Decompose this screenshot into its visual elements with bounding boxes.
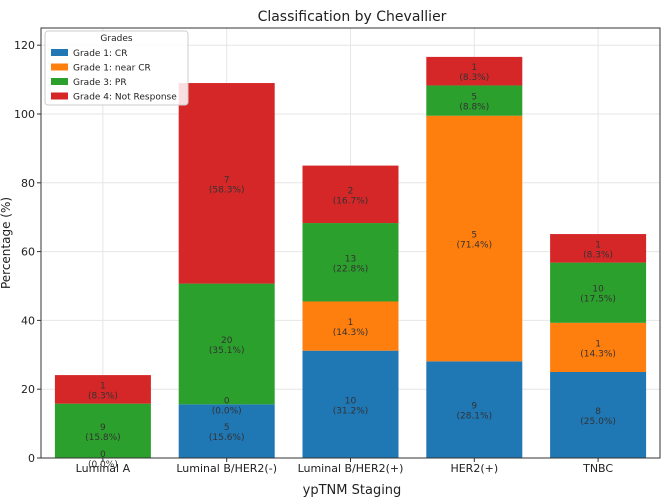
bar-segment [426, 85, 523, 116]
bar-segment [550, 322, 647, 372]
segment-percent-label: (71.4%) [456, 241, 492, 251]
legend-entry: Grade 3: PR [73, 78, 127, 88]
legend: Grades Grade 1: CR Grade 1: near CR Grade 3… [44, 30, 189, 106]
segment-count-label: 7 [224, 175, 230, 185]
bar-segment [302, 165, 399, 224]
segment-percent-label: (22.8%) [333, 264, 369, 274]
legend-title: Grades [100, 34, 132, 44]
segment-count-label: 0 [224, 396, 230, 406]
legend-entry: Grade 1: near CR [73, 64, 151, 74]
segment-labels: 0(0.0%)9(15.8%)1(8.3%)5(15.6%)0(0.0%)20(… [85, 63, 616, 470]
bar-segment [426, 115, 523, 362]
segment-percent-label: (0.0%) [88, 460, 118, 470]
segment-percent-label: (8.8%) [459, 103, 489, 113]
bar-segment [54, 403, 151, 458]
chart-title: Classification by Chevallier [258, 9, 447, 25]
segment-count-label: 20 [221, 336, 233, 346]
segment-percent-label: (0.0%) [212, 406, 242, 416]
segment-percent-label: (35.1%) [209, 346, 245, 356]
segment-percent-label: (14.3%) [333, 328, 369, 338]
segment-percent-label: (8.3%) [459, 73, 489, 83]
segment-count-label: 5 [224, 423, 230, 433]
legend-swatch [51, 78, 68, 85]
segment-count-label: 9 [471, 402, 477, 412]
x-tick-label: HER2(+) [450, 462, 498, 475]
bar-segment [426, 56, 523, 86]
segment-count-label: 1 [595, 339, 601, 349]
legend-swatch [51, 49, 68, 56]
segment-count-label: 9 [100, 423, 106, 433]
segment-percent-label: (14.3%) [580, 349, 616, 359]
bar-segment [178, 404, 275, 458]
y-tick-label: 40 [21, 314, 35, 327]
segment-count-label: 8 [595, 407, 601, 417]
x-axis-label: ypTNM Staging [303, 483, 402, 498]
segment-percent-label: (31.2%) [333, 406, 369, 416]
segment-count-label: 1 [595, 240, 601, 250]
bar-segment [550, 262, 647, 323]
segment-percent-label: (28.1%) [456, 412, 492, 422]
segment-count-label: 10 [592, 285, 604, 295]
bars [54, 56, 647, 458]
legend-swatch [51, 63, 68, 71]
y-tick-label: 100 [14, 108, 35, 121]
segment-percent-label: (17.5%) [580, 295, 616, 305]
legend-entry: Grade 1: CR [73, 49, 127, 59]
y-tick-label: 20 [21, 383, 35, 396]
segment-count-label: 13 [345, 254, 356, 264]
segment-percent-label: (25.0%) [580, 417, 616, 427]
bar-segment [178, 83, 275, 284]
segment-count-label: 0 [100, 450, 106, 460]
segment-percent-label: (15.8%) [85, 433, 121, 443]
y-axis-label: Percentage (%) [0, 197, 13, 289]
segment-count-label: 2 [348, 186, 354, 196]
y-ticks: 0 20 40 60 80 100 120 [14, 39, 41, 465]
bar-segment [550, 234, 647, 263]
x-tick-label: Luminal B/HER2(-) [176, 462, 277, 475]
legend-box [44, 30, 189, 106]
segment-count-label: 10 [345, 396, 357, 406]
bar-segment [178, 283, 275, 405]
segment-percent-label: (8.3%) [88, 391, 118, 401]
y-tick-label: 120 [14, 39, 35, 52]
segment-count-label: 5 [471, 231, 477, 241]
legend-swatch [51, 92, 68, 100]
x-tick-label: Luminal A [76, 462, 131, 475]
segment-count-label: 1 [348, 318, 354, 328]
x-ticks: Luminal A Luminal B/HER2(-) Luminal B/HER2… [76, 458, 613, 475]
segment-percent-label: (16.7%) [333, 196, 369, 206]
bar-segment [426, 361, 523, 458]
bar-segment [302, 350, 399, 458]
bar-segment [550, 372, 647, 458]
x-tick-label: Luminal B/HER2(+) [298, 462, 404, 475]
segment-count-label: 1 [100, 381, 106, 391]
bar-segment [302, 301, 399, 351]
y-tick-label: 0 [28, 452, 35, 465]
bar-segment [302, 223, 399, 302]
bar-segment [54, 375, 151, 404]
segment-percent-label: (15.6%) [209, 433, 245, 443]
segment-count-label: 1 [471, 63, 477, 73]
y-tick-label: 60 [21, 246, 35, 259]
legend-entry: Grade 4: Not Response [73, 93, 177, 103]
y-tick-label: 80 [21, 177, 35, 190]
segment-count-label: 5 [471, 93, 477, 103]
x-tick-label: TNBC [582, 462, 613, 475]
segment-percent-label: (8.3%) [583, 250, 613, 260]
segment-percent-label: (58.3%) [209, 185, 245, 195]
